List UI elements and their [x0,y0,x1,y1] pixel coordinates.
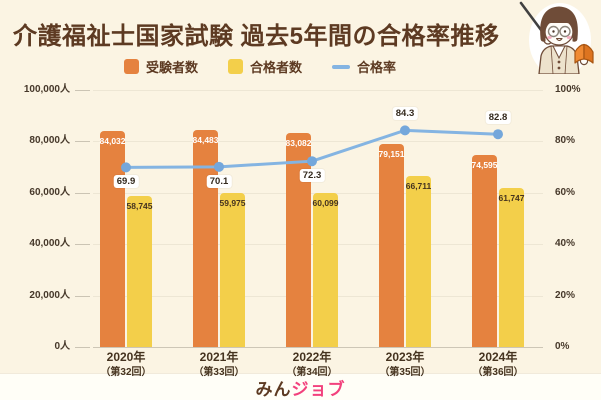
bar-value-label: 59,975 [219,198,246,208]
x-axis-label: 2024年 （第36回） [472,350,523,379]
legend-item: 合格者数 [228,57,302,76]
y-axis-tick [75,296,90,297]
pass-rate-label: 70.1 [206,174,232,188]
bar-passers [406,176,431,347]
gridline [93,141,543,142]
x-axis-round: （第32回） [100,366,152,378]
bar-value-label: 61,747 [498,193,525,203]
legend-swatch-icon [228,59,244,74]
bar-passers [313,193,338,347]
bar-passers [220,193,245,347]
y-axis-right-label: 60% [555,187,576,198]
bar-value-label: 58,745 [126,201,153,211]
pass-rate-dot [214,161,224,172]
bar-value-label: 74,595 [471,160,498,170]
plot-area: 100,000人 100% 80,000人 80% 60,000人 60% 40,000人 4… [24,85,581,352]
legend-swatch-icon [124,59,139,74]
y-axis-left-label: 40,000人 [29,238,70,249]
pass-rate-label: 84.3 [392,107,418,121]
bar-examinees [379,144,404,347]
y-axis-tick [75,90,90,91]
pass-rate-label: 69.9 [113,175,139,189]
x-axis-year: 2020年 [106,350,146,364]
legend-label: 受験者数 [146,60,199,75]
bar-value-label: 84,032 [99,136,126,146]
bar-passers [127,196,152,347]
pass-rate-dot [121,162,131,173]
y-axis-tick [75,244,90,245]
x-axis-label: 2022年 （第34回） [286,350,337,379]
bar-passers [499,188,524,347]
bar-value-label: 79,151 [378,149,405,159]
x-axis-round: （第34回） [286,366,338,378]
y-axis-left-label: 20,000人 [29,290,70,301]
y-axis-left-label: 60,000人 [29,187,70,198]
pass-rate-label: 82.8 [485,111,511,125]
y-axis-tick [75,141,90,142]
y-axis-right-label: 20% [555,290,576,301]
x-axis-label: 2023年 （第35回） [379,350,430,379]
bar-examinees [100,131,125,347]
legend-label: 合格率 [357,60,397,75]
y-axis-tick [75,347,90,348]
x-axis-round: （第33回） [193,366,245,378]
pass-rate-dot [307,156,317,167]
y-axis-left-label: 80,000人 [29,135,70,146]
legend-item: 受験者数 [124,57,198,76]
x-axis-round: （第35回） [379,366,431,378]
pass-rate-line [121,125,503,173]
y-axis-right-label: 100% [555,84,581,95]
x-axis-year: 2021年 [199,350,239,364]
footer-logo: みんジョブ [256,375,346,400]
bar-value-label: 60,099 [312,198,339,208]
y-axis-tick [75,193,90,194]
legend-label: 合格者数 [250,60,303,75]
gridline [93,347,543,348]
gridline [93,90,543,91]
pass-rate-label: 72.3 [299,169,325,183]
y-axis-right-label: 80% [555,135,576,146]
y-axis-right-label: 40% [555,238,576,249]
teacher-mascot-icon [519,1,594,74]
x-axis-year: 2022年 [292,350,332,364]
pass-rate-dot [400,125,410,136]
y-axis-left-label: 0人 [54,341,70,352]
bar-value-label: 84,483 [192,135,219,145]
footer: みんジョブ [0,373,601,400]
bar-value-label: 66,711 [405,181,432,191]
legend-swatch-icon [332,64,351,69]
page-title: 介護福祉士国家試験 過去5年間の合格率推移 [13,23,500,50]
pass-rate-dot [493,129,503,140]
x-axis-label: 2021年 （第33回） [193,350,244,379]
x-axis-year: 2023年 [385,350,425,364]
footer-logo-accent: ジョブ [291,379,346,399]
chart-legend: 受験者数 合格者数 合格率 [124,57,396,76]
x-axis-label: 2020年 （第32回） [100,350,151,379]
x-axis-year: 2024年 [478,350,518,364]
bar-examinees [286,133,311,347]
legend-item: 合格率 [332,57,396,76]
bar-value-label: 83,082 [285,138,312,148]
x-axis-round: （第36回） [472,366,524,378]
y-axis-left-label: 100,000人 [23,84,70,95]
footer-logo-text: みん [255,379,292,399]
bar-examinees [472,155,497,347]
y-axis-right-label: 0% [555,341,570,352]
